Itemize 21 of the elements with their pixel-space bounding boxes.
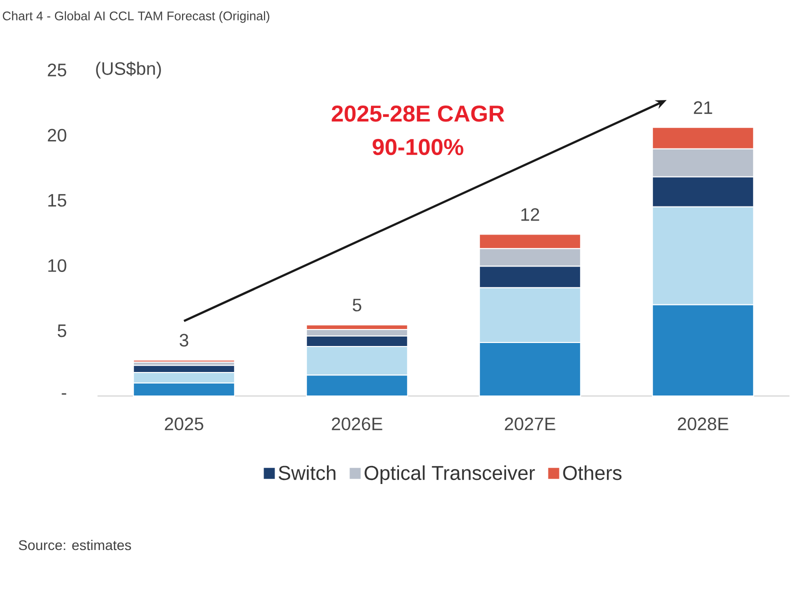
chart-title: Chart 4 - Global AI CCL TAM Forecast (Original): [2, 11, 270, 23]
y-tick-label: 15: [48, 194, 66, 207]
y-tick-label: 5: [58, 324, 66, 338]
legend-label: Optical Transceiver: [364, 465, 535, 484]
x-tick-label: 2026E: [332, 418, 382, 430]
annotation: 2025-28E CAGR 90-100%: [332, 105, 504, 156]
y-axis-title: (US$bn): [96, 61, 161, 79]
legend-label: Switch: [278, 465, 336, 480]
x-tick-label: 2028E: [678, 418, 728, 430]
total-label: 3: [180, 334, 188, 347]
source-note: Source: estimates: [18, 540, 132, 550]
y-tick-label: 25: [48, 64, 66, 76]
total-label: 21: [694, 101, 712, 114]
y-tick-label: 10: [48, 259, 66, 272]
total-label: 5: [352, 298, 362, 312]
x-tick-label: 2027E: [504, 418, 556, 430]
y-tick-label: -: [62, 393, 66, 395]
x-tick-label: 2025: [164, 418, 204, 430]
legend-label: Others: [563, 465, 622, 480]
total-label: 12: [521, 208, 540, 221]
y-tick-label: 20: [48, 128, 66, 142]
